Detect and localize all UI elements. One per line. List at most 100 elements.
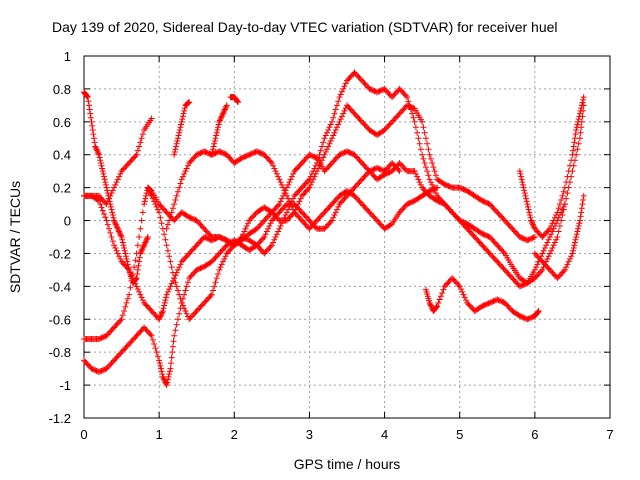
data-point-marker	[238, 234, 245, 240]
data-point-marker	[136, 143, 143, 150]
data-point-marker	[535, 308, 542, 315]
data-point-marker	[332, 155, 339, 162]
data-point-marker	[243, 223, 250, 230]
data-point-marker	[172, 146, 179, 153]
data-point-marker	[332, 127, 339, 134]
data-point-marker	[112, 220, 119, 227]
data-point-marker	[163, 225, 170, 232]
data-point-marker	[127, 339, 134, 346]
data-point-marker	[430, 186, 437, 193]
data-point-marker	[240, 154, 247, 161]
data-point-marker	[271, 214, 278, 221]
data-point-marker	[116, 351, 123, 358]
data-point-marker	[495, 210, 502, 217]
data-point-marker	[341, 149, 348, 156]
data-point-marker	[356, 179, 363, 186]
data-point-marker	[217, 148, 224, 155]
data-point-marker	[159, 308, 166, 315]
data-point-marker	[377, 166, 384, 173]
data-point-marker	[491, 255, 498, 262]
data-point-marker	[326, 140, 333, 147]
data-point-marker	[188, 272, 195, 279]
data-point-marker	[331, 110, 338, 117]
data-point-marker	[163, 209, 170, 216]
data-point-marker	[399, 162, 406, 169]
data-point-marker	[295, 188, 302, 195]
data-point-marker	[90, 131, 97, 138]
data-point-marker	[261, 234, 268, 240]
data-point-marker	[97, 157, 104, 164]
data-point-marker	[500, 216, 507, 223]
data-point-marker	[312, 154, 319, 161]
data-point-marker	[109, 358, 116, 365]
data-point-marker	[136, 258, 143, 265]
data-point-marker	[499, 214, 506, 221]
data-point-marker	[397, 87, 404, 94]
data-point-marker	[169, 277, 176, 284]
data-point-marker	[221, 255, 228, 262]
data-point-marker	[307, 181, 314, 188]
series-track-13	[531, 192, 587, 282]
data-point-marker	[341, 195, 348, 202]
data-point-marker	[399, 88, 406, 95]
data-point-marker	[298, 217, 305, 224]
data-point-marker	[451, 212, 458, 219]
data-point-marker	[500, 265, 507, 272]
data-point-marker	[188, 247, 195, 254]
data-point-marker	[283, 209, 290, 216]
data-point-marker	[189, 246, 196, 253]
data-point-marker	[162, 236, 169, 243]
data-point-marker	[211, 140, 218, 147]
data-point-marker	[496, 297, 503, 304]
data-point-marker	[467, 303, 474, 310]
data-point-marker	[293, 190, 300, 197]
data-point-marker	[297, 216, 304, 223]
data-point-marker	[128, 277, 135, 284]
data-point-marker	[293, 165, 300, 172]
data-point-marker	[554, 234, 561, 240]
data-point-marker	[134, 331, 141, 338]
data-point-marker	[382, 87, 389, 94]
data-point-marker	[102, 199, 109, 206]
data-point-marker	[182, 254, 189, 261]
data-point-marker	[307, 173, 314, 180]
data-point-marker	[500, 249, 507, 256]
data-point-marker	[257, 221, 264, 228]
data-point-marker	[412, 170, 419, 177]
data-point-marker	[118, 258, 125, 265]
data-point-marker	[178, 258, 185, 265]
data-point-marker	[158, 368, 165, 375]
data-point-marker	[521, 281, 528, 288]
data-point-marker	[167, 213, 174, 220]
data-point-marker	[462, 187, 469, 194]
data-point-marker	[548, 268, 555, 275]
data-point-marker	[265, 246, 272, 253]
data-point-marker	[310, 221, 317, 228]
data-point-marker	[414, 129, 421, 136]
data-point-marker	[305, 177, 312, 184]
data-point-marker	[484, 199, 491, 206]
data-point-marker	[555, 205, 562, 212]
data-point-marker	[250, 150, 257, 157]
data-point-marker	[366, 209, 373, 216]
series-track-10	[227, 94, 242, 106]
data-point-marker	[196, 239, 203, 246]
data-point-marker	[430, 164, 437, 171]
data-point-marker	[561, 266, 568, 273]
data-point-marker	[94, 147, 101, 154]
data-point-marker	[267, 158, 274, 165]
data-point-marker	[141, 242, 148, 249]
data-point-marker	[341, 107, 348, 114]
data-point-marker	[293, 212, 300, 219]
data-point-marker	[377, 87, 384, 94]
data-point-marker	[86, 102, 93, 109]
data-point-marker	[558, 196, 565, 203]
data-point-marker	[545, 236, 552, 243]
data-point-marker	[336, 151, 343, 158]
data-point-marker	[396, 168, 403, 175]
data-point-marker	[262, 216, 269, 223]
data-point-marker	[261, 217, 268, 224]
data-point-marker	[553, 212, 560, 219]
data-point-marker	[112, 356, 119, 363]
